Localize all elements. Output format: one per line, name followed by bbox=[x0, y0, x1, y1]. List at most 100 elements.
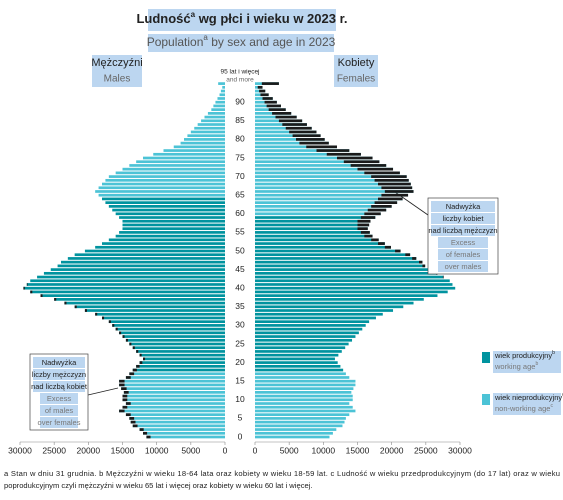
bar bbox=[122, 394, 225, 398]
bar bbox=[255, 219, 371, 223]
bar bbox=[122, 398, 225, 402]
excess-bar bbox=[442, 275, 444, 279]
annotation-text-en: Excess bbox=[47, 394, 71, 403]
bar bbox=[132, 346, 225, 350]
x-tick-label: 10000 bbox=[145, 445, 169, 455]
age-label: 45 bbox=[235, 264, 245, 274]
chart-subtitle: Populationa by sex and age in 2023 bbox=[147, 33, 336, 49]
excess-bar bbox=[132, 424, 138, 428]
excess-bar bbox=[264, 100, 277, 104]
x-tick-label: 0 bbox=[253, 445, 258, 455]
excess-bar bbox=[30, 290, 33, 294]
bar bbox=[146, 435, 225, 439]
annotation-highlight bbox=[431, 201, 495, 212]
bar bbox=[119, 331, 225, 335]
bar bbox=[255, 335, 356, 338]
annotation-text: nad liczbą mężczyzn bbox=[428, 226, 497, 235]
bar bbox=[255, 242, 385, 245]
bar bbox=[255, 193, 409, 197]
excess-bar bbox=[350, 164, 387, 167]
bar bbox=[255, 309, 394, 312]
bar bbox=[139, 361, 225, 364]
annotation-text: Nadwyżka bbox=[42, 358, 77, 367]
bar bbox=[132, 368, 225, 372]
excess-bar bbox=[40, 294, 43, 297]
bar bbox=[255, 245, 391, 249]
bar bbox=[125, 402, 225, 405]
bar bbox=[255, 424, 343, 428]
bar bbox=[197, 123, 225, 126]
bar bbox=[211, 108, 225, 111]
bar bbox=[255, 376, 350, 379]
bar bbox=[255, 435, 330, 439]
bar bbox=[255, 298, 424, 301]
bar bbox=[255, 379, 356, 383]
age-label: 75 bbox=[235, 152, 245, 162]
bar bbox=[130, 420, 225, 424]
bar bbox=[102, 182, 225, 186]
bar bbox=[255, 205, 392, 208]
excess-bar bbox=[125, 413, 131, 417]
annotation-text-en: of males bbox=[45, 406, 74, 415]
bar bbox=[255, 264, 426, 268]
excess-bar bbox=[54, 298, 57, 301]
bar bbox=[139, 428, 225, 431]
bar bbox=[119, 409, 225, 413]
annotation-arrow bbox=[87, 387, 119, 396]
bar bbox=[201, 119, 225, 123]
bar bbox=[129, 164, 225, 167]
bar bbox=[173, 145, 225, 149]
bar bbox=[143, 357, 225, 361]
bar bbox=[255, 126, 312, 130]
excess-bar bbox=[337, 156, 373, 160]
legend-sup-en: c bbox=[550, 403, 553, 409]
excess-bar bbox=[64, 301, 67, 305]
bar bbox=[255, 152, 361, 156]
bar bbox=[255, 167, 394, 171]
bar bbox=[125, 338, 225, 342]
x-tick-label: 5000 bbox=[181, 445, 200, 455]
subtitle-rest: by sex and age in 2023 bbox=[208, 35, 336, 49]
bar bbox=[255, 253, 411, 257]
bar bbox=[255, 223, 370, 227]
excess-bar bbox=[357, 167, 394, 171]
excess-bar bbox=[146, 435, 151, 439]
bar bbox=[57, 264, 226, 268]
bar bbox=[255, 431, 333, 435]
excess-bar bbox=[130, 420, 136, 424]
age-label: 10 bbox=[235, 394, 245, 404]
legend-swatch bbox=[482, 394, 490, 405]
bar bbox=[115, 212, 225, 216]
bar bbox=[102, 242, 225, 245]
bar bbox=[255, 123, 307, 126]
bar bbox=[255, 405, 353, 409]
bar bbox=[122, 223, 225, 227]
bar bbox=[218, 82, 225, 85]
annotation-text-en: over males bbox=[445, 262, 482, 271]
bar bbox=[37, 275, 226, 279]
bar bbox=[255, 294, 438, 297]
excess-bar bbox=[381, 193, 409, 197]
bar bbox=[23, 286, 225, 290]
bar bbox=[255, 283, 453, 286]
legend-sup-en: b bbox=[535, 361, 538, 367]
bar bbox=[50, 268, 225, 271]
bar bbox=[61, 260, 225, 264]
bar bbox=[255, 387, 354, 390]
age-label: 65 bbox=[235, 189, 245, 199]
legend-text: wiek nieprodukcyjny bbox=[494, 393, 562, 402]
excess-bar bbox=[371, 175, 407, 178]
x-tick-label: 5000 bbox=[280, 445, 299, 455]
bar bbox=[255, 286, 456, 290]
bar bbox=[255, 134, 321, 138]
bar bbox=[67, 257, 225, 260]
excess-bar bbox=[326, 152, 361, 156]
x-tick-label: 20000 bbox=[77, 445, 101, 455]
age-label: 85 bbox=[235, 115, 245, 125]
bar bbox=[255, 327, 363, 331]
age-label: 40 bbox=[235, 282, 245, 292]
excess-bar bbox=[129, 417, 135, 420]
excess-bar bbox=[129, 342, 132, 346]
bar bbox=[125, 413, 225, 417]
